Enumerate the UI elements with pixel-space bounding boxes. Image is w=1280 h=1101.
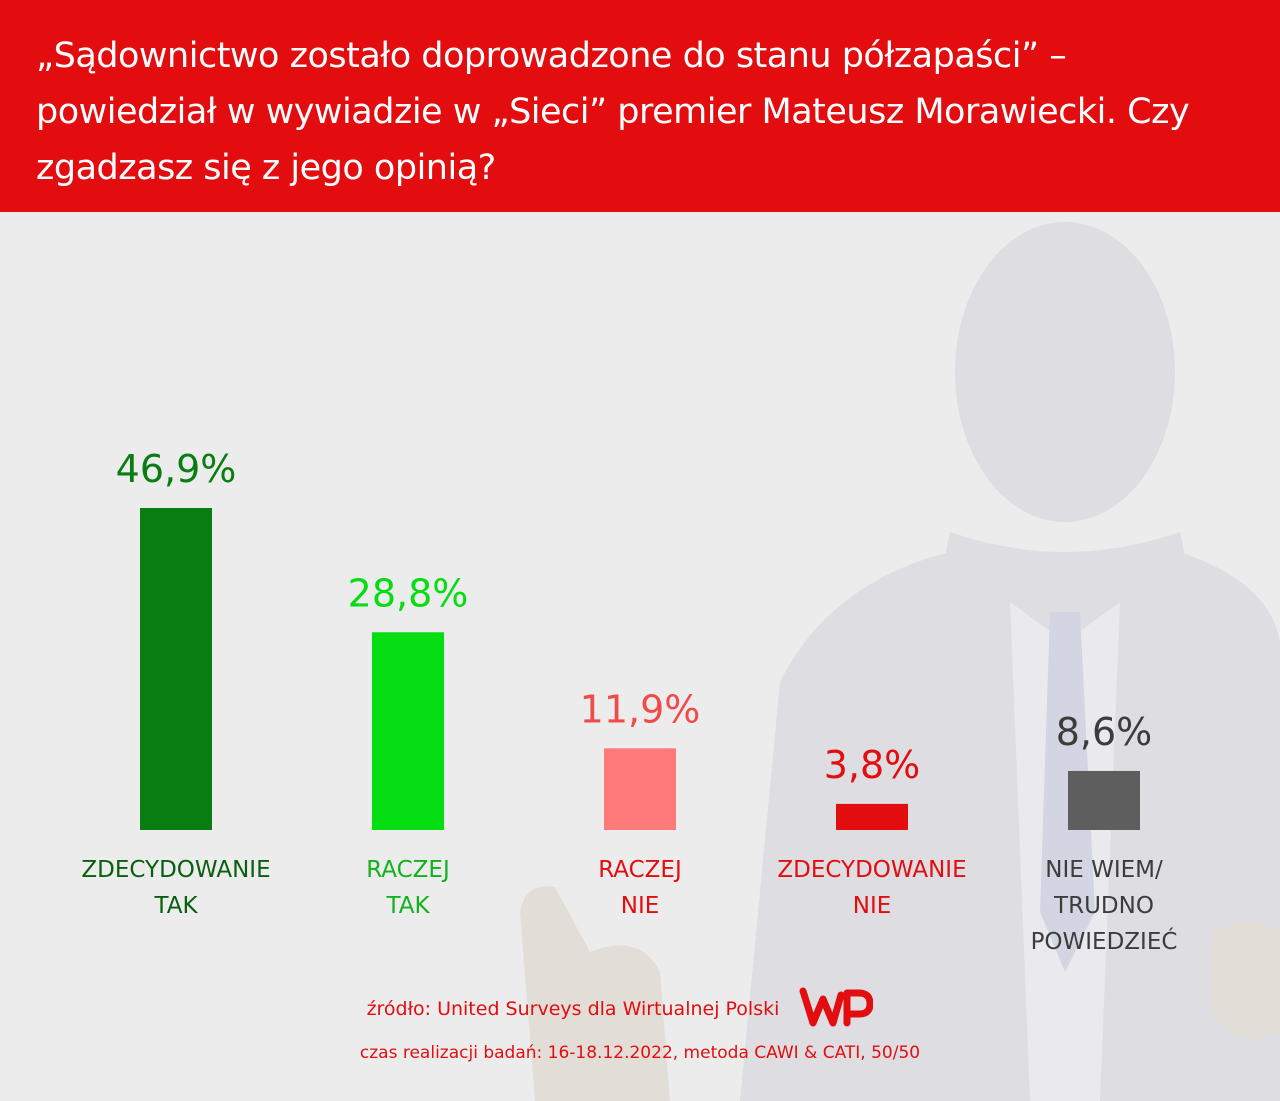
- survey-dates-line: czas realizacji badań: 16-18.12.2022, me…: [359, 1043, 921, 1063]
- category-label-3: RACZEJ NIE: [598, 857, 682, 919]
- header-banner: „Sądownictwo zostało doprowadzone do sta…: [0, 0, 1280, 212]
- value-label-4: 3,8%: [824, 743, 921, 787]
- value-label-2: 28,8%: [348, 571, 469, 615]
- bar-5: [1068, 770, 1140, 830]
- category-label-4: ZDECYDOWANIE NIE: [777, 857, 966, 919]
- source-text: źródło: United Surveys dla Wirtualnej Po…: [366, 998, 780, 1020]
- background-photo: [520, 222, 1280, 1101]
- category-label-1: ZDECYDOWANIE TAK: [81, 857, 270, 919]
- question-title: „Sądownictwo zostało doprowadzone do sta…: [36, 36, 1190, 188]
- bar-2: [372, 632, 444, 830]
- bar-chart: 46,9% ZDECYDOWANIE TAK 28,8% RACZEJ TAK 11,9% R…: [81, 447, 1178, 955]
- bar-1: [140, 508, 212, 830]
- bar-3: [604, 748, 676, 830]
- bar-4: [836, 803, 908, 830]
- source-line: źródło: United Surveys dla Wirtualnej Po…: [0, 985, 1240, 1034]
- value-label-1: 46,9%: [116, 447, 237, 491]
- value-label-3: 11,9%: [580, 687, 701, 731]
- wp-logo: [799, 985, 874, 1034]
- category-label-2: RACZEJ TAK: [366, 857, 450, 919]
- category-label-5: NIE WIEM/TRUDNO POWIEDZIEĆ: [1031, 857, 1178, 955]
- value-label-5: 8,6%: [1056, 710, 1153, 754]
